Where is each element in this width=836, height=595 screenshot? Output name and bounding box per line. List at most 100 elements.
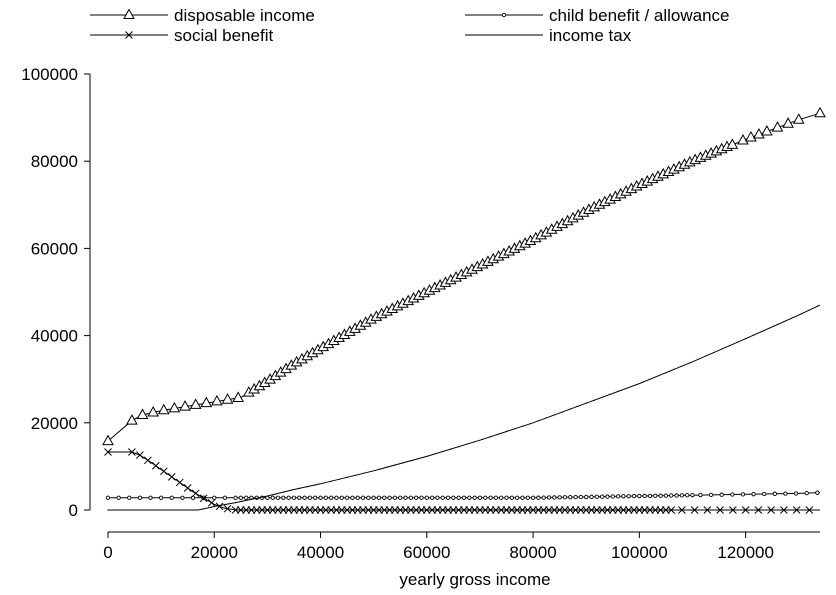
data-point (370, 470, 372, 473)
series-child-benefit-allowance (105, 490, 821, 500)
data-point (541, 495, 546, 500)
data-point (451, 495, 456, 500)
data-point (426, 455, 428, 457)
data-point (730, 492, 735, 497)
data-point (386, 466, 388, 468)
legend-label: disposable income (174, 6, 315, 25)
data-point (155, 509, 157, 511)
data-point (488, 495, 493, 500)
data-point (708, 492, 714, 498)
data-point (179, 400, 191, 411)
data-point (126, 414, 138, 425)
legend-marker (125, 31, 133, 39)
data-point (366, 495, 371, 500)
data-point (641, 381, 643, 384)
data-point (816, 305, 818, 307)
data-point (741, 506, 750, 514)
data-point (232, 391, 245, 402)
data-point (360, 495, 366, 500)
data-point (168, 401, 181, 413)
data-point (792, 506, 801, 514)
data-point (376, 495, 382, 500)
data-point (298, 487, 300, 489)
y-tick-label: 80000 (31, 152, 78, 171)
data-point (199, 494, 208, 503)
data-point (211, 506, 213, 508)
data-point (330, 480, 332, 482)
data-point (450, 448, 452, 450)
x-tick-label: 20000 (191, 543, 238, 562)
data-point (222, 495, 228, 500)
data-point (175, 478, 184, 487)
data-point (509, 495, 514, 500)
legend-entry: disposable income (90, 6, 315, 25)
data-point (355, 495, 360, 500)
data-point (716, 506, 724, 514)
data-point (211, 394, 223, 406)
data-point (410, 460, 412, 462)
data-point (344, 495, 350, 500)
data-point (719, 492, 724, 497)
data-point (394, 464, 396, 466)
data-point (815, 490, 820, 495)
data-point (338, 478, 340, 480)
data-point (466, 443, 468, 445)
data-point (200, 396, 213, 408)
legend-label: child benefit / allowance (549, 6, 730, 25)
data-point (238, 495, 243, 500)
data-point (504, 495, 509, 500)
legend-label: social benefit (174, 26, 274, 45)
data-point (557, 495, 562, 500)
data-point (762, 491, 767, 497)
data-point (573, 494, 578, 500)
data-point (594, 494, 599, 499)
data-point (489, 436, 492, 438)
data-point (615, 494, 621, 499)
data-point (291, 495, 297, 500)
legend-entry: social benefit (90, 26, 274, 45)
data-point (350, 495, 355, 500)
legend-label: income tax (549, 26, 632, 45)
data-point (545, 417, 547, 419)
data-point (195, 509, 197, 511)
data-point (703, 506, 712, 514)
data-point (440, 495, 445, 500)
data-point (760, 330, 763, 333)
data-point (514, 495, 520, 500)
data-point (530, 495, 536, 500)
legend-marker (503, 34, 505, 36)
data-point (148, 495, 153, 500)
plot-area (102, 106, 826, 514)
data-point (243, 495, 249, 500)
data-point (599, 494, 605, 499)
data-point (115, 509, 117, 511)
data-point (136, 408, 149, 419)
data-point (562, 495, 568, 500)
data-point (754, 506, 763, 514)
data-point (649, 378, 651, 380)
data-point (585, 402, 587, 404)
data-point (493, 495, 499, 500)
data-point (772, 491, 777, 496)
data-point (561, 411, 563, 413)
data-point (382, 495, 387, 500)
data-point (179, 509, 181, 511)
data-point (752, 334, 755, 336)
data-point (525, 495, 530, 500)
data-point (290, 489, 292, 491)
data-point (334, 495, 339, 500)
x-tick-label: 120000 (717, 543, 774, 562)
data-point (593, 399, 595, 401)
data-point (270, 495, 275, 500)
x-tick-label: 0 (103, 543, 112, 562)
data-point (474, 441, 476, 443)
data-point (207, 498, 216, 507)
data-point (191, 489, 200, 498)
data-point (167, 473, 176, 481)
legend-entry: income tax (465, 26, 632, 45)
data-point (354, 474, 356, 476)
data-point (481, 438, 484, 440)
data-point (275, 495, 281, 500)
data-point (497, 433, 500, 435)
